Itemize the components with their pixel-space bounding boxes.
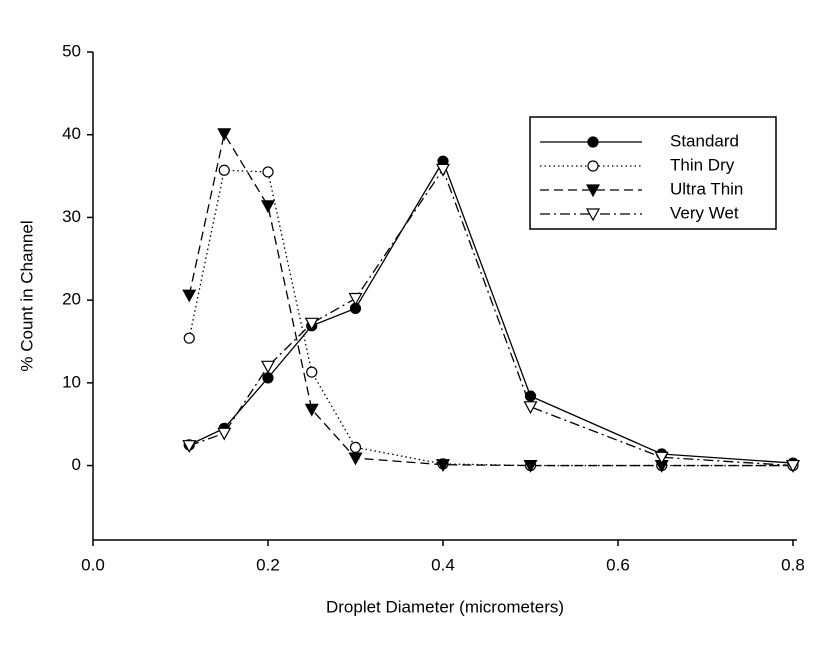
marker: [183, 332, 195, 344]
marker: [218, 164, 230, 176]
x-tick-label: 0.8: [781, 555, 805, 574]
x-tick-label: 0.6: [606, 555, 630, 574]
legend-marker: [585, 184, 601, 198]
marker: [217, 128, 232, 142]
marker: [182, 440, 197, 453]
marker: [523, 401, 538, 415]
x-tick-label: 0.0: [81, 555, 105, 574]
marker: [260, 200, 276, 214]
y-tick-label: 30: [62, 207, 81, 226]
marker: [435, 459, 451, 472]
marker: [304, 317, 319, 331]
marker: [435, 163, 451, 177]
marker: [262, 166, 274, 178]
legend-marker: [587, 136, 599, 148]
y-tick-label: 20: [62, 290, 81, 309]
legend-marker: [585, 208, 601, 222]
legend-label: Thin Dry: [670, 155, 735, 174]
marker: [182, 289, 197, 303]
y-axis-label: % Count in Channel: [17, 220, 36, 371]
x-axis-label: Droplet Diameter (micrometers): [326, 597, 564, 616]
marker: [262, 372, 274, 384]
x-tick-label: 0.2: [256, 555, 280, 574]
legend-label: Ultra Thin: [670, 179, 743, 198]
marker: [348, 292, 363, 306]
y-tick-label: 50: [62, 41, 81, 60]
marker: [785, 459, 801, 473]
legend-box: [529, 116, 777, 230]
marker: [306, 366, 318, 378]
legend-label: Very Wet: [670, 203, 739, 222]
marker: [260, 360, 276, 374]
marker: [217, 427, 232, 441]
x-tick-label: 0.4: [431, 555, 455, 574]
y-tick-label: 40: [62, 124, 81, 143]
legend-label: Standard: [670, 131, 739, 150]
y-tick-label: 10: [62, 372, 81, 391]
marker: [654, 451, 669, 465]
marker: [523, 459, 538, 473]
marker: [349, 441, 362, 453]
legend-marker: [587, 160, 599, 172]
marker: [348, 452, 363, 466]
y-tick-label: 0: [72, 455, 81, 474]
marker: [524, 390, 537, 402]
marker: [304, 403, 319, 417]
